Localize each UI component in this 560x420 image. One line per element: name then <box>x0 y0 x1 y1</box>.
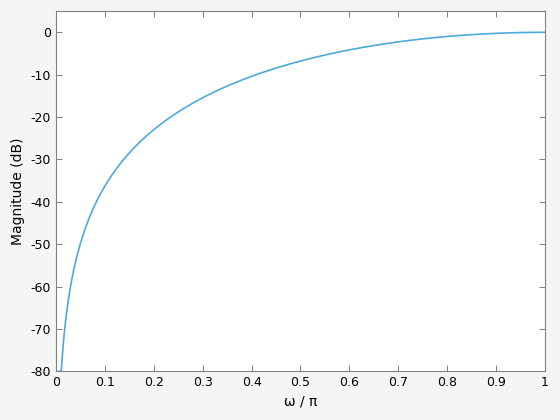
X-axis label: ω / π: ω / π <box>284 395 317 409</box>
Y-axis label: Magnitude (dB): Magnitude (dB) <box>11 137 25 245</box>
